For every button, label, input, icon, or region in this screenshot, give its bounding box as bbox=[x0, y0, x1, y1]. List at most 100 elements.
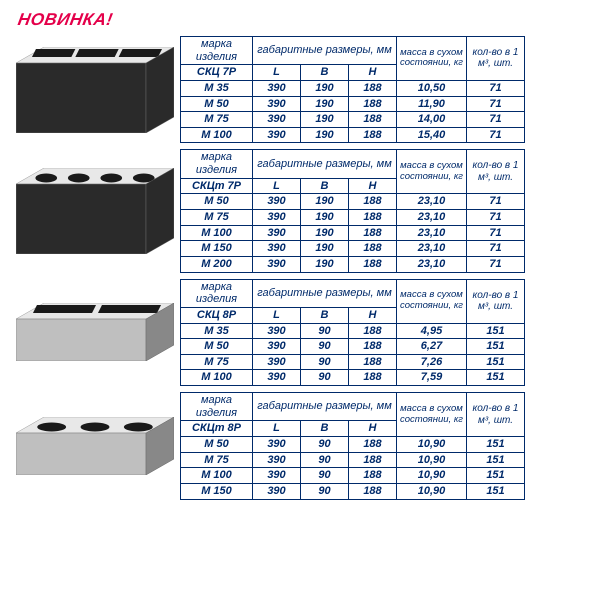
cell-h: 188 bbox=[349, 370, 397, 386]
cell-qty: 151 bbox=[467, 370, 525, 386]
code-cell: СКЦт 8Р bbox=[181, 421, 253, 437]
table-row: М 75 390 190 188 14,00 71 bbox=[181, 112, 525, 128]
cell-brand: М 50 bbox=[181, 437, 253, 453]
spec-table: марка изделия габаритные размеры, мм мас… bbox=[180, 279, 525, 386]
cell-l: 390 bbox=[253, 256, 301, 272]
novinka-badge: НОВИНКА! bbox=[16, 10, 114, 30]
cell-qty: 71 bbox=[467, 127, 525, 143]
cell-l: 390 bbox=[253, 323, 301, 339]
block-illustration bbox=[10, 168, 180, 254]
cell-mass: 23,10 bbox=[397, 194, 467, 210]
cell-qty: 71 bbox=[467, 210, 525, 226]
hdr-mass: масса в сухом состоянии, кг bbox=[397, 150, 467, 194]
cell-b: 190 bbox=[301, 127, 349, 143]
table-row: М 150 390 90 188 10,90 151 bbox=[181, 483, 525, 499]
cell-qty: 151 bbox=[467, 437, 525, 453]
cell-b: 90 bbox=[301, 339, 349, 355]
spec-table: марка изделия габаритные размеры, мм мас… bbox=[180, 36, 525, 143]
hdr-b: В bbox=[301, 178, 349, 194]
cell-mass: 15,40 bbox=[397, 127, 467, 143]
cell-mass: 10,90 bbox=[397, 483, 467, 499]
cell-h: 188 bbox=[349, 210, 397, 226]
cell-h: 188 bbox=[349, 241, 397, 257]
product-section: марка изделия габаритные размеры, мм мас… bbox=[10, 279, 590, 386]
cell-b: 190 bbox=[301, 225, 349, 241]
header-row-1: марка изделия габаритные размеры, мм мас… bbox=[181, 393, 525, 421]
cell-l: 390 bbox=[253, 127, 301, 143]
cell-brand: М 100 bbox=[181, 370, 253, 386]
cell-l: 390 bbox=[253, 210, 301, 226]
cell-l: 390 bbox=[253, 194, 301, 210]
cell-b: 190 bbox=[301, 210, 349, 226]
cell-h: 188 bbox=[349, 225, 397, 241]
cell-b: 90 bbox=[301, 354, 349, 370]
hdr-l: L bbox=[253, 307, 301, 323]
table-row: М 35 390 190 188 10,50 71 bbox=[181, 80, 525, 96]
cell-b: 90 bbox=[301, 452, 349, 468]
cell-b: 190 bbox=[301, 194, 349, 210]
cell-qty: 151 bbox=[467, 354, 525, 370]
cell-h: 188 bbox=[349, 194, 397, 210]
product-section: марка изделия габаритные размеры, мм мас… bbox=[10, 36, 590, 143]
table-row: М 50 390 90 188 10,90 151 bbox=[181, 437, 525, 453]
cell-h: 188 bbox=[349, 452, 397, 468]
hdr-l: L bbox=[253, 421, 301, 437]
hdr-h: Н bbox=[349, 421, 397, 437]
cell-h: 188 bbox=[349, 127, 397, 143]
table-row: М 75 390 190 188 23,10 71 bbox=[181, 210, 525, 226]
cell-b: 90 bbox=[301, 323, 349, 339]
hdr-l: L bbox=[253, 178, 301, 194]
cell-l: 390 bbox=[253, 354, 301, 370]
table-row: М 100 390 90 188 10,90 151 bbox=[181, 468, 525, 484]
header-row-1: марка изделия габаритные размеры, мм мас… bbox=[181, 279, 525, 307]
cell-b: 190 bbox=[301, 256, 349, 272]
cell-brand: М 75 bbox=[181, 112, 253, 128]
block-illustration bbox=[10, 47, 180, 133]
cell-brand: М 200 bbox=[181, 256, 253, 272]
hdr-brand: марка изделия bbox=[181, 150, 253, 178]
table-row: М 35 390 90 188 4,95 151 bbox=[181, 323, 525, 339]
cell-h: 188 bbox=[349, 354, 397, 370]
cell-brand: М 75 bbox=[181, 210, 253, 226]
cell-qty: 71 bbox=[467, 241, 525, 257]
cell-mass: 23,10 bbox=[397, 256, 467, 272]
cell-brand: М 100 bbox=[181, 225, 253, 241]
cell-mass: 11,90 bbox=[397, 96, 467, 112]
cell-qty: 71 bbox=[467, 194, 525, 210]
cell-mass: 10,90 bbox=[397, 437, 467, 453]
cell-mass: 4,95 bbox=[397, 323, 467, 339]
cell-l: 390 bbox=[253, 437, 301, 453]
cell-h: 188 bbox=[349, 80, 397, 96]
cell-b: 90 bbox=[301, 437, 349, 453]
hdr-qty: кол-во в 1 м³, шт. bbox=[467, 37, 525, 81]
cell-h: 188 bbox=[349, 112, 397, 128]
cell-mass: 10,90 bbox=[397, 468, 467, 484]
cell-qty: 151 bbox=[467, 452, 525, 468]
cell-l: 390 bbox=[253, 112, 301, 128]
block-illustration bbox=[10, 303, 180, 361]
cell-b: 90 bbox=[301, 370, 349, 386]
cell-brand: М 35 bbox=[181, 323, 253, 339]
hdr-dims: габаритные размеры, мм bbox=[253, 279, 397, 307]
hdr-qty: кол-во в 1 м³, шт. bbox=[467, 150, 525, 194]
cell-mass: 10,90 bbox=[397, 452, 467, 468]
cell-b: 190 bbox=[301, 96, 349, 112]
code-cell: СКЦ 8Р bbox=[181, 307, 253, 323]
cell-mass: 10,50 bbox=[397, 80, 467, 96]
hdr-brand: марка изделия bbox=[181, 279, 253, 307]
hdr-h: Н bbox=[349, 307, 397, 323]
hdr-mass: масса в сухом состоянии, кг bbox=[397, 393, 467, 437]
table-row: М 100 390 190 188 23,10 71 bbox=[181, 225, 525, 241]
cell-brand: М 150 bbox=[181, 483, 253, 499]
hdr-b: В bbox=[301, 65, 349, 81]
hdr-dims: габаритные размеры, мм bbox=[253, 37, 397, 65]
cell-brand: М 50 bbox=[181, 339, 253, 355]
table-row: М 100 390 190 188 15,40 71 bbox=[181, 127, 525, 143]
cell-h: 188 bbox=[349, 256, 397, 272]
cell-qty: 71 bbox=[467, 225, 525, 241]
header-row-1: марка изделия габаритные размеры, мм мас… bbox=[181, 37, 525, 65]
hdr-qty: кол-во в 1 м³, шт. bbox=[467, 279, 525, 323]
cell-l: 390 bbox=[253, 370, 301, 386]
hdr-h: Н bbox=[349, 65, 397, 81]
cell-l: 390 bbox=[253, 241, 301, 257]
